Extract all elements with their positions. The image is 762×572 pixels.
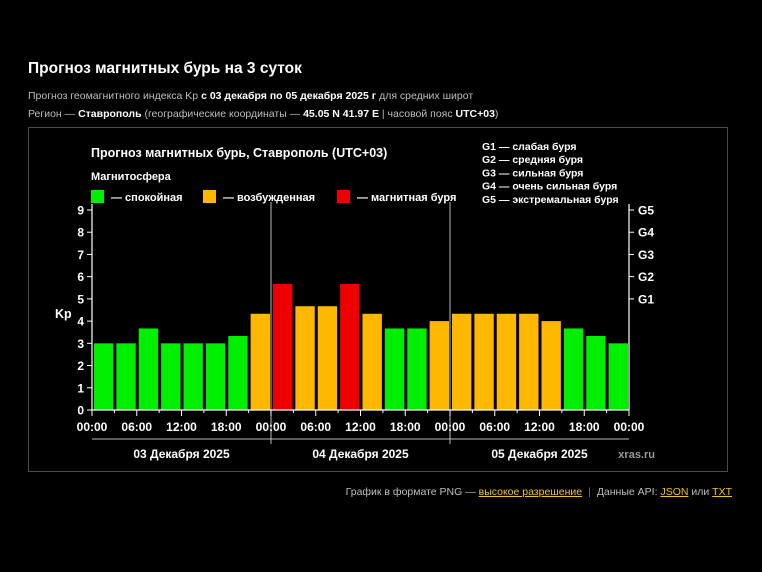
kp-bar (340, 284, 360, 410)
legend-swatch-0 (91, 190, 104, 203)
storm-level-legend-1: G2 — средняя буря (482, 154, 583, 166)
timezone-value: UTC+03 (455, 108, 495, 120)
page-title: Прогноз магнитных бурь на 3 суток (28, 60, 302, 77)
kp-bar (586, 336, 606, 410)
kp-bar (183, 343, 203, 410)
kp-bar (541, 321, 561, 410)
kp-bar (519, 313, 539, 410)
x-tick-label: 06:00 (121, 420, 152, 434)
y-tick-label: 9 (77, 204, 84, 218)
json-link[interactable]: JSON (660, 486, 689, 498)
kp-bar (452, 313, 472, 410)
day-label: 05 Декабря 2025 (491, 447, 588, 461)
hires-link[interactable]: высокое разрешение (478, 486, 583, 498)
kp-bar (250, 313, 270, 410)
kp-bar (608, 343, 628, 410)
date-range: с 03 декабря по 05 декабря 2025 г (201, 90, 377, 102)
storm-level-legend-0: G1 — слабая буря (482, 141, 577, 153)
kp-bar (94, 343, 114, 410)
x-tick-label: 06:00 (300, 420, 331, 434)
x-tick-label: 00:00 (256, 420, 287, 434)
g-level-label: G1 (638, 292, 654, 306)
x-tick-label: 18:00 (211, 420, 242, 434)
legend-swatch-2 (337, 190, 350, 203)
y-tick-label: 0 (77, 404, 84, 418)
y-tick-label: 5 (77, 292, 84, 306)
x-tick-label: 18:00 (390, 420, 421, 434)
g-level-label: G4 (638, 226, 654, 240)
region-prefix: Регион — (28, 108, 79, 120)
kp-bar (161, 343, 181, 410)
legend-label-1: — возбужденная (223, 192, 315, 204)
kp-forecast-chart: Прогноз магнитных бурь, Ставрополь (UTC+… (55, 141, 655, 461)
y-tick-label: 6 (77, 270, 84, 284)
footer-or-text: или (688, 486, 713, 498)
kp-bar (474, 313, 494, 410)
legend-title: Магнитосфера (91, 171, 172, 183)
region-end: ) (494, 108, 499, 120)
y-tick-label: 3 (77, 337, 84, 351)
kp-bar (138, 328, 159, 410)
day-label: 04 Декабря 2025 (312, 447, 409, 461)
txt-link[interactable]: TXT (712, 486, 732, 498)
region-name: Ставрополь (78, 108, 142, 120)
kp-bar (116, 343, 136, 410)
x-tick-label: 00:00 (77, 420, 108, 434)
kp-bar (317, 306, 338, 410)
footer: График в формате PNG — высокое разрешени… (346, 486, 732, 498)
x-tick-label: 00:00 (614, 420, 645, 434)
timezone-label: | часовой пояс (378, 108, 456, 120)
x-tick-label: 06:00 (479, 420, 510, 434)
coords-value: 45.05 N 41.97 E (303, 108, 379, 120)
chart-frame: Прогноз магнитных бурь, Ставрополь (UTC+… (28, 127, 728, 472)
footer-png-text: График в формате PNG — (345, 486, 479, 498)
y-tick-label: 1 (77, 381, 84, 395)
chart-title: Прогноз магнитных бурь, Ставрополь (UTC+… (91, 146, 387, 160)
g-level-label: G5 (638, 204, 654, 218)
kp-bar (496, 313, 517, 410)
kp-bar (205, 343, 226, 410)
x-tick-label: 12:00 (524, 420, 555, 434)
kp-bar (362, 313, 382, 410)
kp-bar (384, 328, 405, 410)
watermark: xras.ru (618, 449, 655, 461)
kp-bar (563, 328, 584, 410)
storm-level-legend-3: G4 — очень сильная буря (482, 181, 617, 193)
y-tick-label: 2 (77, 359, 84, 373)
x-tick-label: 00:00 (435, 420, 466, 434)
kp-bar (407, 328, 427, 410)
footer-separator: | (588, 486, 591, 498)
description-suffix: для средних широт (376, 90, 474, 102)
y-axis-label: Kp (55, 307, 72, 321)
g-level-label: G3 (638, 248, 654, 262)
y-tick-label: 8 (77, 226, 84, 240)
region-info: Регион — Ставрополь (географические коор… (28, 108, 498, 120)
kp-bar (295, 306, 315, 410)
coords-label: (географические координаты — (141, 108, 304, 120)
x-tick-label: 18:00 (569, 420, 600, 434)
legend-label-2: — магнитная буря (357, 192, 456, 204)
kp-bar (273, 284, 293, 410)
storm-level-legend-4: G5 — экстремальная буря (482, 194, 619, 206)
description-prefix: Прогноз геомагнитного индекса Kp (28, 90, 202, 102)
y-tick-label: 7 (77, 248, 84, 262)
x-tick-label: 12:00 (345, 420, 376, 434)
legend-swatch-1 (203, 190, 216, 203)
storm-level-legend-2: G3 — сильная буря (482, 167, 583, 179)
forecast-description: Прогноз геомагнитного индекса Kp с 03 де… (28, 90, 473, 102)
kp-bar (429, 321, 449, 410)
day-label: 03 Декабря 2025 (133, 447, 230, 461)
y-tick-label: 4 (77, 315, 84, 329)
legend-label-0: — спокойная (111, 192, 183, 204)
x-tick-label: 12:00 (166, 420, 197, 434)
g-level-label: G2 (638, 270, 654, 284)
kp-bar (228, 336, 248, 410)
footer-api-text: Данные API: (596, 486, 661, 498)
